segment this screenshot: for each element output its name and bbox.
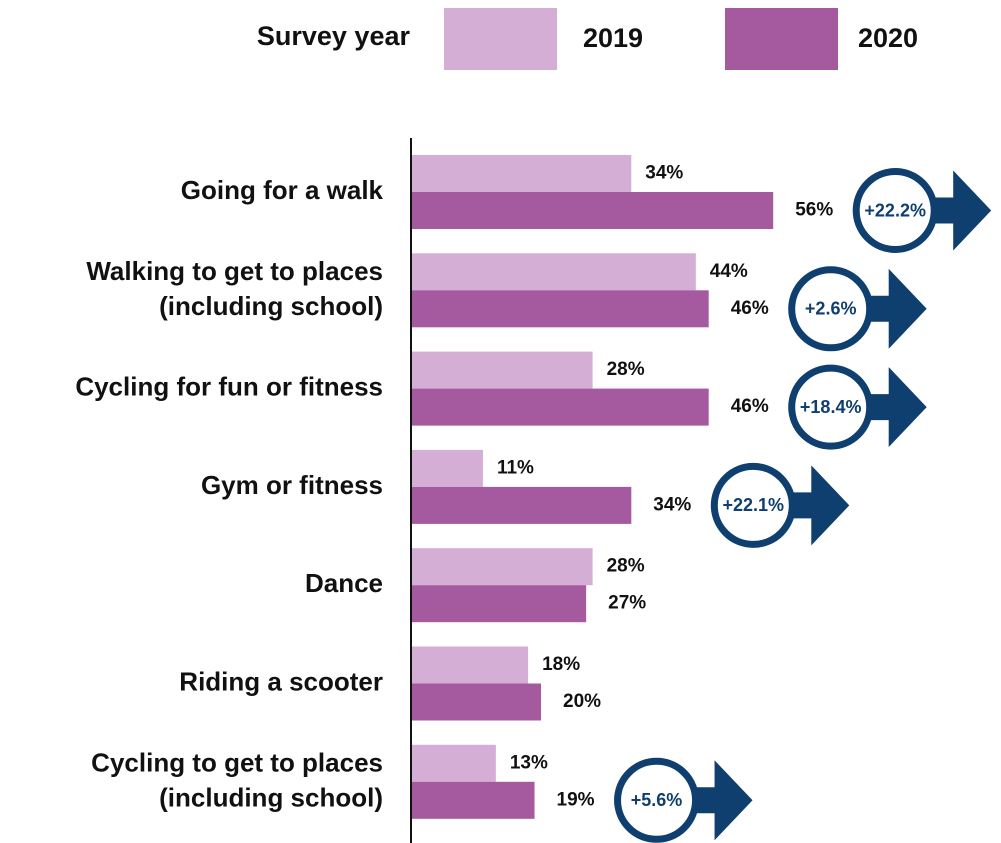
category-label: Cycling for fun or fitness (75, 371, 383, 401)
bar (412, 388, 709, 426)
change-circle (852, 168, 938, 253)
category-label: Dance (305, 568, 383, 598)
value-label: 56% (795, 200, 833, 221)
bar (412, 253, 696, 291)
bar (412, 781, 535, 819)
category-label: Riding a scooter (179, 666, 383, 696)
value-label: 18% (542, 654, 580, 675)
bar (412, 585, 587, 623)
bar (412, 192, 774, 229)
change-arrow (753, 465, 850, 546)
bar (412, 548, 593, 586)
change-label: +18.4% (800, 397, 862, 417)
bar (412, 683, 541, 721)
value-label: 34% (653, 494, 691, 515)
value-label: 28% (607, 556, 645, 577)
change-circle (614, 757, 700, 843)
change-label: +5.6% (631, 790, 683, 810)
category-label: Walking to get to places (including schoo… (86, 256, 383, 321)
legend-label: 2019 (583, 23, 643, 53)
value-label: 46% (731, 298, 769, 319)
change-circle (788, 266, 874, 352)
bar (412, 744, 496, 782)
change-arrow (830, 268, 927, 349)
change-label: +2.6% (805, 299, 857, 319)
value-label: 28% (607, 359, 645, 380)
change-label: +22.1% (723, 495, 785, 515)
change-arrow (895, 170, 992, 251)
category-label: Going for a walk (181, 175, 384, 205)
value-label: 44% (710, 261, 748, 282)
change-circle (788, 364, 874, 450)
change-arrow (830, 367, 927, 448)
value-label: 13% (510, 752, 548, 773)
category-label: Cycling to get to places (including schoo… (91, 747, 383, 812)
category-label: Gym or fitness (201, 470, 383, 500)
bar (412, 155, 632, 192)
value-label: 19% (557, 789, 595, 810)
value-label: 34% (645, 163, 683, 184)
value-label: 11% (497, 457, 534, 478)
bar (412, 646, 529, 684)
legend-label: 2020 (858, 23, 918, 53)
value-label: 46% (731, 396, 769, 417)
change-label: +22.2% (864, 200, 926, 220)
bar (412, 486, 632, 524)
bar (412, 290, 709, 328)
legend-swatch (725, 8, 838, 70)
value-label: 20% (563, 691, 601, 712)
change-circle (710, 462, 796, 548)
value-label: 27% (608, 593, 646, 614)
bar (412, 449, 483, 487)
legend-swatch (444, 8, 557, 70)
bar (412, 351, 593, 389)
change-arrow (656, 760, 753, 841)
legend-title: Survey year (257, 21, 411, 51)
